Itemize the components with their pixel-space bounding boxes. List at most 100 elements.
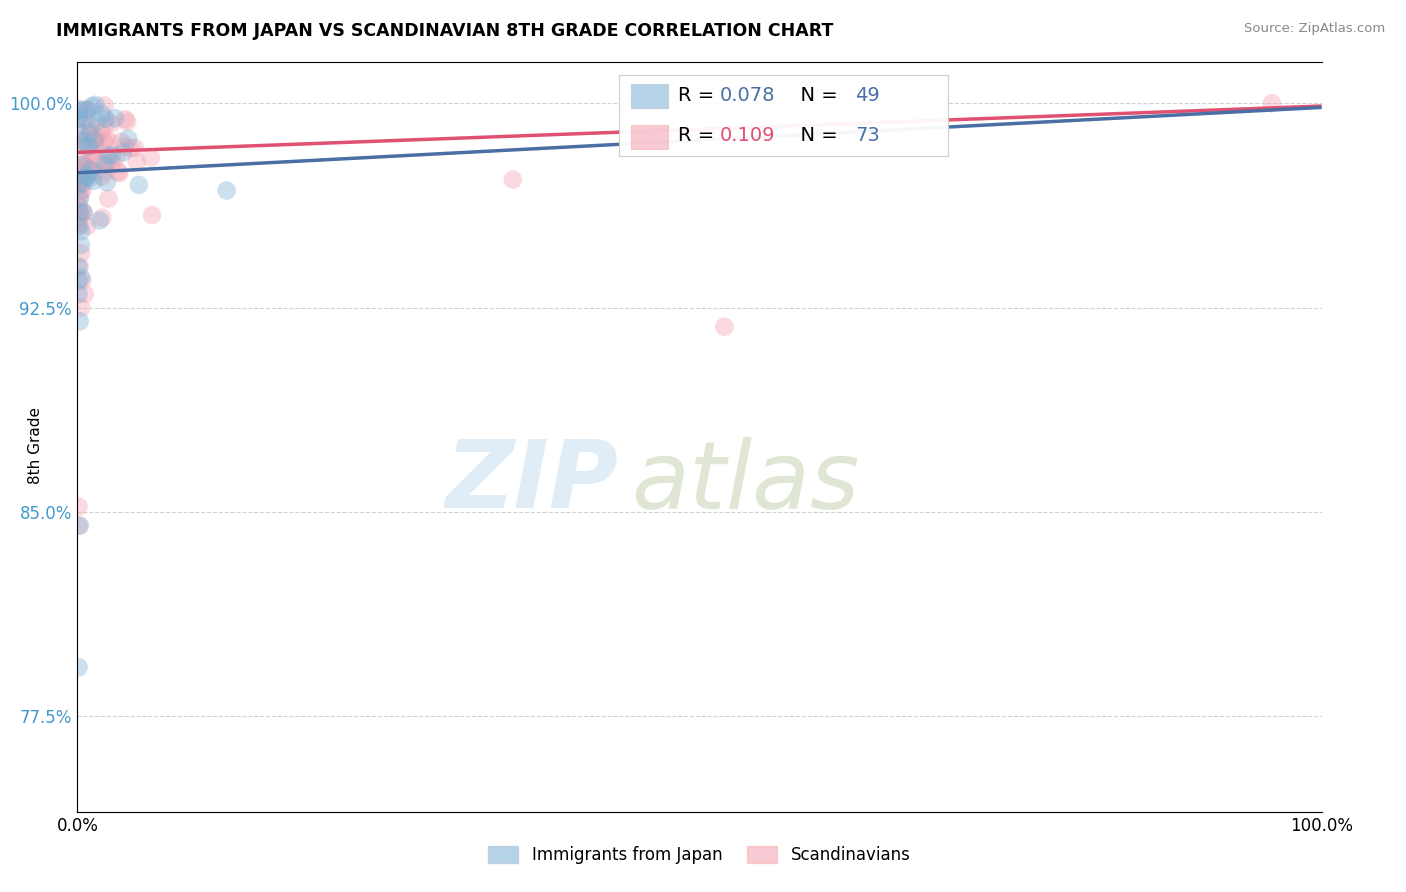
Point — [67, 103, 90, 118]
Point — [79, 120, 101, 134]
Point — [93, 98, 115, 112]
Point — [84, 98, 107, 112]
Text: IMMIGRANTS FROM JAPAN VS SCANDINAVIAN 8TH GRADE CORRELATION CHART: IMMIGRANTS FROM JAPAN VS SCANDINAVIAN 8T… — [56, 22, 834, 40]
Point — [76, 112, 98, 127]
Point — [72, 205, 94, 219]
Point — [70, 138, 93, 153]
Point — [80, 124, 103, 138]
Bar — [631, 84, 668, 108]
Point — [82, 135, 104, 149]
Point — [75, 170, 97, 185]
Point — [67, 112, 90, 126]
Point — [83, 174, 105, 188]
Point — [108, 166, 131, 180]
Text: N =: N = — [787, 86, 844, 105]
Bar — [631, 125, 668, 149]
Point — [67, 178, 90, 192]
Point — [82, 144, 104, 158]
Point — [105, 149, 128, 163]
Point — [67, 660, 90, 674]
Point — [1261, 96, 1284, 111]
Text: R =: R = — [678, 127, 721, 145]
Point — [97, 148, 120, 162]
Text: ZIP: ZIP — [446, 436, 619, 528]
Point — [70, 158, 93, 172]
Point — [80, 162, 103, 177]
Point — [84, 136, 107, 150]
Point — [70, 169, 93, 184]
Text: 73: 73 — [855, 127, 880, 145]
Point — [139, 151, 162, 165]
Point — [94, 133, 117, 147]
Point — [72, 133, 94, 147]
Point — [100, 117, 122, 131]
Point — [67, 128, 90, 142]
Point — [70, 270, 93, 285]
Point — [86, 130, 108, 145]
Point — [91, 169, 114, 184]
Point — [101, 148, 124, 162]
Point — [69, 192, 91, 206]
Point — [101, 156, 124, 170]
Point — [94, 112, 117, 126]
Point — [79, 146, 101, 161]
Point — [125, 154, 148, 169]
Point — [215, 184, 238, 198]
Point — [114, 140, 136, 154]
Point — [98, 135, 121, 149]
Point — [69, 314, 91, 328]
Point — [104, 112, 127, 126]
Point — [73, 103, 96, 117]
Point — [76, 162, 98, 177]
Point — [83, 133, 105, 147]
Point — [69, 103, 91, 117]
Point — [67, 518, 90, 533]
Point — [97, 155, 120, 169]
Point — [90, 107, 112, 121]
Point — [83, 165, 105, 179]
Point — [72, 184, 94, 198]
Point — [79, 171, 101, 186]
Point — [93, 135, 115, 149]
Point — [67, 500, 90, 514]
Point — [76, 103, 98, 117]
Text: N =: N = — [787, 127, 844, 145]
Point — [75, 170, 97, 185]
Point — [72, 273, 94, 287]
Point — [69, 127, 91, 141]
Point — [502, 172, 524, 186]
Text: Source: ZipAtlas.com: Source: ZipAtlas.com — [1244, 22, 1385, 36]
Text: 0.109: 0.109 — [720, 127, 775, 145]
Point — [77, 161, 100, 176]
Point — [115, 115, 138, 129]
Point — [67, 178, 90, 192]
Point — [67, 287, 90, 301]
Point — [91, 156, 114, 170]
Point — [112, 145, 135, 160]
Text: 49: 49 — [855, 86, 880, 105]
Point — [110, 135, 132, 149]
Point — [76, 219, 98, 233]
Point — [107, 165, 129, 179]
Point — [69, 189, 91, 203]
Point — [72, 205, 94, 219]
Point — [86, 115, 108, 129]
Text: 8th Grade: 8th Grade — [28, 408, 42, 484]
Point — [67, 200, 90, 214]
Point — [73, 112, 96, 126]
Point — [84, 153, 107, 167]
Text: R =: R = — [678, 86, 721, 105]
Point — [97, 192, 120, 206]
Point — [69, 172, 91, 186]
Point — [713, 319, 735, 334]
Point — [73, 287, 96, 301]
Point — [67, 273, 90, 287]
Point — [70, 184, 93, 198]
Point — [67, 219, 90, 233]
Point — [69, 219, 91, 233]
Legend: Immigrants from Japan, Scandinavians: Immigrants from Japan, Scandinavians — [482, 839, 917, 871]
Point — [70, 246, 93, 260]
Point — [76, 138, 98, 153]
Point — [120, 141, 142, 155]
Point — [67, 111, 90, 125]
